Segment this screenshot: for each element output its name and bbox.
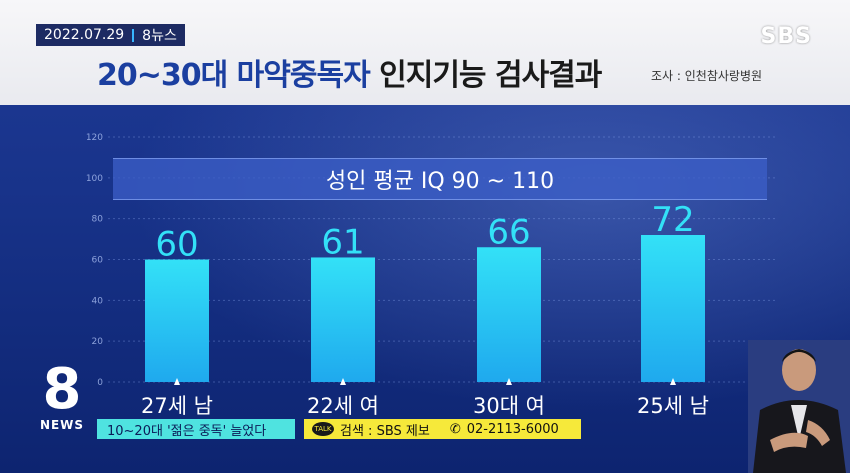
x-tick-marker — [506, 378, 512, 385]
title-bar: 2022.07.29 8뉴스 SBS 20~30대 마약중독자 인지기능 검사결… — [0, 0, 850, 105]
news-ticker: 10~20대 '젊은 중독' 늘었다 — [97, 419, 295, 439]
bar — [641, 235, 705, 382]
x-tick-label: 25세 남 — [636, 394, 710, 418]
data-label: 60 — [155, 225, 198, 265]
y-tick-label: 20 — [92, 337, 104, 347]
title-highlight: 20~30대 마약중독자 — [97, 58, 371, 93]
x-tick-label: 30대 여 — [472, 394, 546, 418]
sbs-logo: SBS — [760, 24, 812, 49]
source-note: 조사 : 인천참사랑병원 — [651, 69, 763, 83]
reference-band-label: 성인 평균 IQ 90 ~ 110 — [325, 169, 555, 194]
data-label: 66 — [487, 212, 530, 252]
y-tick-label: 0 — [97, 378, 103, 388]
x-tick-marker — [174, 378, 180, 385]
y-tick-label: 60 — [92, 256, 104, 266]
news-number: 8 — [42, 357, 82, 422]
date-text: 2022.07.29 — [44, 27, 125, 43]
title-rest: 인지기능 검사결과 — [369, 58, 602, 93]
date-badge: 2022.07.29 8뉴스 — [36, 24, 185, 46]
x-tick-label: 22세 여 — [306, 394, 380, 418]
x-tick-label: 27세 남 — [140, 394, 214, 418]
report-prefix: 검색 : SBS 제보 — [340, 423, 430, 439]
news-word: NEWS — [39, 418, 85, 432]
sign-language-interpreter — [748, 340, 850, 473]
reference-band: 성인 평균 IQ 90 ~ 110 — [113, 158, 767, 200]
news8-logo: 8 NEWS — [38, 357, 86, 433]
bar — [311, 257, 375, 382]
page-title: 20~30대 마약중독자 인지기능 검사결과 — [97, 50, 602, 94]
talk-bubble-icon: TALK — [312, 422, 334, 436]
program-name: 8뉴스 — [142, 28, 177, 44]
bar-chart: 0 20 40 60 80 100 120 60 61 66 72 — [86, 133, 775, 388]
phone-icon: ✆ — [449, 421, 461, 437]
x-tick-marker — [340, 378, 346, 385]
data-label: 61 — [321, 222, 364, 262]
bar — [145, 259, 209, 382]
separator — [132, 28, 135, 42]
y-tick-label: 80 — [92, 215, 104, 225]
report-bar: TALK 검색 : SBS 제보 ✆ 02-2113-6000 — [304, 419, 581, 439]
report-phone: 02-2113-6000 — [466, 421, 559, 437]
y-tick-label: 120 — [86, 133, 103, 143]
y-tick-label: 40 — [92, 296, 104, 306]
ticker-text: 10~20대 '젊은 중독' 늘었다 — [107, 423, 267, 439]
y-tick-label: 100 — [86, 174, 103, 184]
bar — [477, 247, 541, 382]
data-label: 72 — [651, 200, 694, 240]
x-tick-marker — [670, 378, 676, 385]
